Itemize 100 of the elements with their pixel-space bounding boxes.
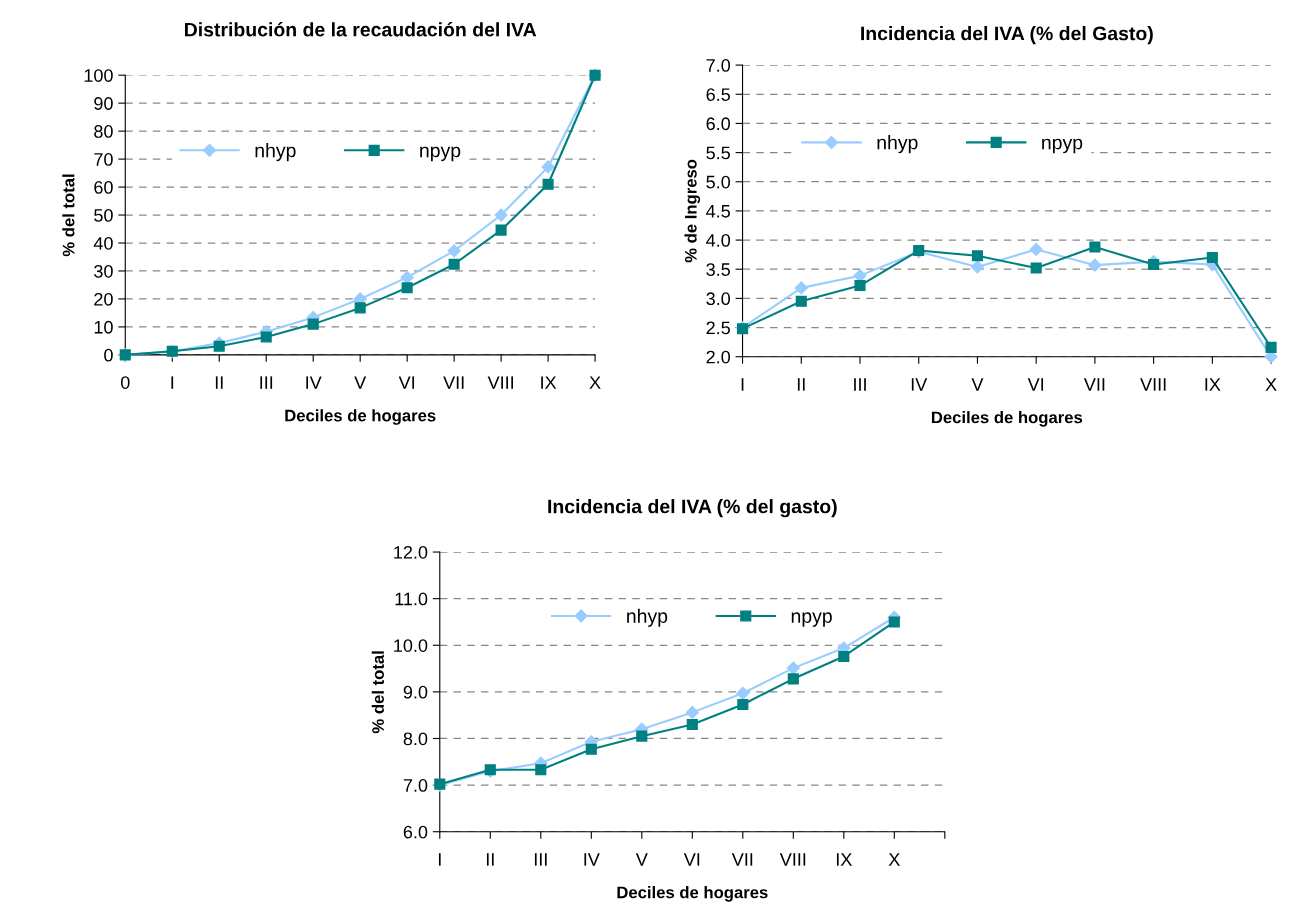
y-tick-label: 30 [94,264,113,278]
y-tick-label: 50 [94,208,113,222]
x-tick-label: IV [306,376,322,389]
x-axis-title: Deciles de hogares [617,886,768,902]
x-tick-label: VI [683,853,700,866]
x-tick-label: VII [731,853,753,866]
x-axis-title: Deciles de hogares [931,411,1083,427]
legend-label: npyp [1042,138,1083,154]
legend-label: nhyp [627,608,668,627]
point [448,258,460,270]
chart-title: Incidencia del IVA (% del gasto) [548,499,837,518]
x-tick-label: II [486,853,494,866]
y-tick-label: 70 [94,153,113,166]
y-axis-title: % del total [62,174,75,257]
x-tick-label: II [797,378,805,391]
point [400,270,414,284]
y-tick-label: 10 [94,320,113,334]
x-tick-label: X [1265,378,1277,391]
legend-label: nhyp [255,143,296,162]
point [541,160,555,174]
x-tick-label: VI [1027,378,1044,391]
point [794,281,808,295]
x-tick-label: V [354,376,367,389]
point [786,661,800,675]
y-tick-label: 5.0 [706,175,731,189]
x-tick-label: IV [584,853,600,866]
x-tick-label: IX [541,376,557,389]
point [736,686,750,700]
y-tick-label: 12.0 [394,545,428,559]
point [971,250,984,262]
point [854,280,866,292]
y-tick-label: 60 [94,181,113,194]
x-tick-label: VIII [487,376,513,389]
point [542,178,554,190]
point [1089,241,1101,253]
x-tick-label: II [215,376,223,389]
y-axis-title: % de Ingreso [684,159,701,263]
x-tick-label: III [260,376,273,389]
x-tick-label: X [888,853,900,866]
y-tick-label: 7.0 [403,779,428,792]
y-tick-label: 4.0 [706,234,731,247]
y-tick-label: 4.5 [706,205,730,218]
y-tick-label: 80 [94,125,113,138]
y-tick-label: 8.0 [403,732,428,746]
point [354,302,366,314]
point [307,318,319,330]
x-tick-label: VIII [1140,378,1166,391]
point [838,650,850,663]
x-tick-label: VII [443,376,464,389]
point [1088,258,1102,272]
legend-label: nhyp [877,135,918,154]
x-tick-label: III [534,853,547,866]
point [535,764,547,776]
y-tick-label: 2.5 [706,321,730,335]
point [1030,262,1042,274]
x-tick-label: V [971,378,984,391]
x-tick-label: VI [398,376,415,389]
y-tick-label: 90 [94,97,113,110]
x-tick-label: VIII [779,853,806,866]
y-tick-label: 3.0 [706,292,731,306]
point [1148,259,1160,271]
point [495,224,507,236]
x-tick-label: I [741,378,744,391]
chart-title: Incidencia del IVA (% del Gasto) [861,26,1153,45]
y-tick-label: 6.0 [403,825,428,839]
point [1029,242,1043,256]
point [970,260,985,274]
x-tick-label: 0 [120,376,130,389]
y-axis-title: % del total [371,651,384,734]
x-axis-title: Deciles de hogares [285,409,436,425]
point [888,616,900,628]
point [260,331,272,343]
point [685,705,699,719]
x-tick-label: X [589,376,601,389]
x-tick-label: I [171,376,174,389]
y-tick-label: 2.0 [706,350,731,364]
x-tick-label: III [854,378,866,391]
y-tick-label: 6.5 [706,88,730,101]
point [686,718,698,731]
x-tick-label: IV [911,378,928,391]
y-tick-label: 11.0 [395,592,428,606]
point [494,208,508,222]
x-tick-label: I [438,853,441,866]
y-tick-label: 40 [93,236,113,250]
point [213,340,225,352]
point [737,698,749,711]
y-tick-label: 6.0 [706,117,731,131]
y-tick-label: 9.0 [403,685,428,699]
point [787,673,799,685]
y-tick-label: 0 [104,348,113,362]
y-tick-label: 7.0 [706,59,731,72]
x-tick-label: VII [1083,378,1105,391]
y-tick-label: 3.5 [706,263,730,276]
point [401,282,413,294]
point [1265,341,1277,353]
x-tick-label: IX [836,853,852,866]
point [447,244,461,258]
x-tick-label: V [635,853,648,866]
legend-label: npyp [420,146,461,162]
y-tick-label: 5.5 [706,146,730,160]
